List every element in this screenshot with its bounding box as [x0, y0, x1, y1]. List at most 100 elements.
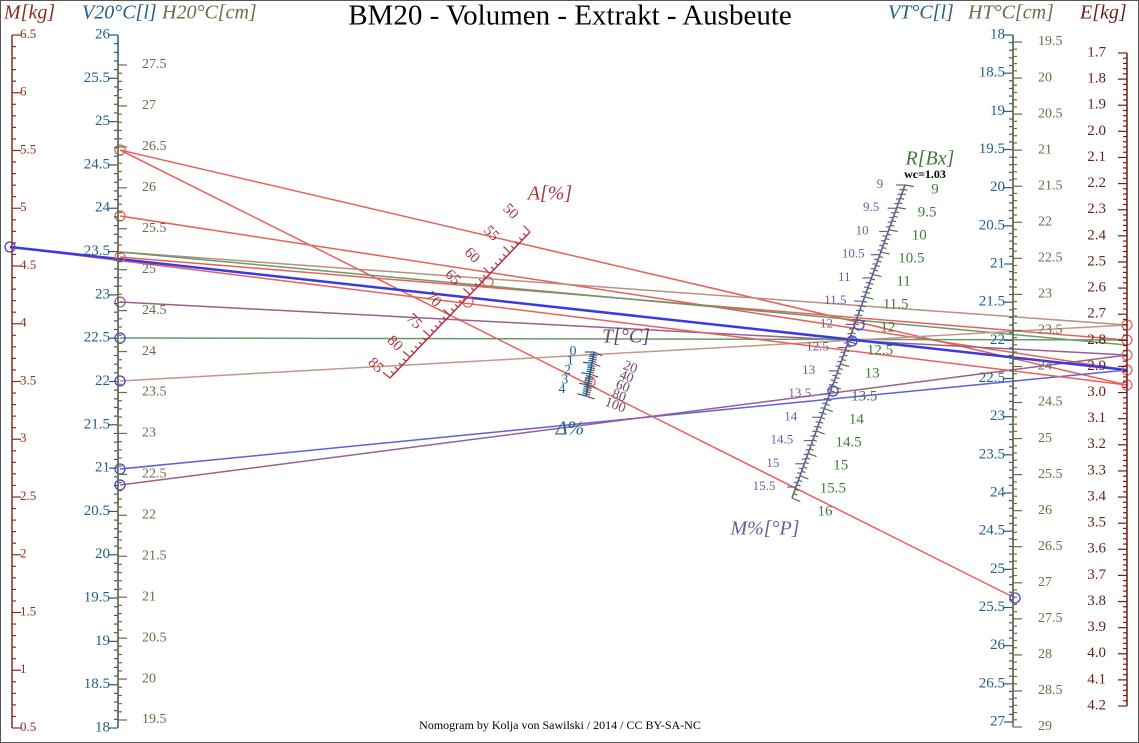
tick-label: 14: [849, 411, 865, 427]
solution-lines: [9, 149, 1128, 599]
tick-label: 25.5: [142, 221, 167, 236]
tick: [864, 296, 874, 300]
tick: [442, 316, 447, 321]
tick-label: 15.5: [820, 480, 846, 496]
tick-label: 27: [1038, 575, 1052, 590]
tick-label: 4.5: [20, 257, 36, 272]
tick: [856, 318, 866, 323]
line: [119, 301, 1128, 356]
tick: [582, 390, 587, 393]
tick-label: 4.1: [1087, 671, 1106, 687]
scale-name: V20°C[l]: [82, 2, 157, 24]
tick-label: 27: [142, 98, 156, 113]
tick-label: 2.1: [1087, 149, 1106, 165]
tick: [816, 430, 825, 435]
tick-label: 1: [20, 661, 27, 676]
tick-label: 24.5: [84, 156, 110, 172]
tick-label: 23: [95, 286, 110, 302]
tick-label: 100: [603, 395, 628, 416]
tick-label: 3.5: [1087, 515, 1106, 531]
tick: [498, 257, 503, 262]
tick: [585, 375, 590, 377]
tick: [807, 452, 817, 458]
tick-label: 21.5: [142, 548, 167, 563]
tick-label: 22: [1038, 214, 1052, 229]
footer: Nomogram by Kolja von Sawilski / 2014 / …: [419, 718, 701, 732]
tick-label: 27: [990, 713, 1006, 729]
tick-label: 21: [1038, 142, 1052, 157]
tick-label: 0.5: [20, 719, 36, 734]
tick-label: 2.5: [20, 488, 36, 503]
tick-label: 10: [856, 222, 869, 237]
tick: [840, 363, 850, 368]
tick: [794, 488, 800, 492]
tick-label: 19.5: [979, 141, 1005, 157]
tick-label: 3.8: [1087, 593, 1106, 609]
tick-label: 2.2: [1087, 175, 1106, 191]
tick: [414, 345, 419, 350]
marker: [1009, 592, 1021, 604]
tick: [888, 229, 898, 233]
scale-name: HT°C[cm]: [967, 2, 1054, 24]
tick: [582, 361, 593, 364]
tick-label: 24: [142, 344, 156, 359]
tick-label: 25.5: [84, 70, 110, 86]
tick-label: 5.5: [20, 141, 36, 156]
tick: [482, 274, 487, 279]
tick-label: 25: [990, 561, 1005, 577]
line: [119, 251, 1128, 346]
line: [119, 149, 1016, 599]
tick: [591, 362, 601, 368]
tick-label: 11.5: [824, 292, 846, 307]
tick: [824, 408, 833, 413]
tick-label: 5: [20, 199, 27, 214]
tick: [442, 308, 451, 316]
tick-label: 2.7: [1087, 306, 1106, 322]
title: BM20 - Volumen - Extrakt - Ausbeute: [348, 0, 792, 32]
tick: [470, 287, 475, 291]
tick-label: 12: [820, 315, 833, 330]
tick: [585, 377, 590, 379]
tick: [584, 381, 589, 384]
tick: [430, 329, 435, 333]
tick-label: 24: [1038, 359, 1052, 374]
tick-label: 11: [838, 269, 851, 284]
tick-label: 19.5: [1038, 34, 1063, 49]
tick-label: 22.5: [142, 467, 167, 482]
tick: [583, 385, 588, 388]
line: [9, 246, 1128, 386]
tick-label: 28: [1038, 647, 1052, 662]
line: [119, 354, 1128, 486]
tick-label: 22: [990, 332, 1005, 348]
tick-label: 15: [833, 457, 848, 473]
tick: [582, 392, 587, 395]
tick-label: 21.5: [84, 416, 110, 432]
scale-axis: [795, 184, 906, 488]
tick: [593, 351, 603, 357]
tick-label: 13: [865, 365, 880, 381]
tick-label: 25: [142, 262, 156, 277]
scale-name: VT°C[l]: [888, 2, 954, 24]
tick-label: 25: [1038, 431, 1052, 446]
tick-label: 18.5: [979, 65, 1005, 81]
tick-label: 21.5: [979, 294, 1005, 310]
tick: [522, 232, 527, 237]
tick-label: 6.5: [20, 26, 36, 41]
tick-label: 10.5: [898, 250, 924, 266]
tick-label: 10: [912, 227, 927, 243]
tick-label: 23.5: [1038, 323, 1063, 338]
marker: [846, 335, 858, 347]
tick-label: 26.5: [979, 675, 1005, 691]
tick-label: 3.6: [1087, 541, 1106, 557]
tick-label: 13.5: [788, 385, 811, 400]
tick-label: 1.8: [1087, 71, 1106, 87]
tick: [483, 267, 491, 275]
tick-label: 29: [1038, 719, 1052, 734]
tick: [402, 350, 411, 358]
tick-label: 18: [990, 26, 1005, 42]
tick-label: 13.5: [851, 388, 877, 404]
tick-label: 2.9: [1087, 358, 1106, 374]
tick-label: 27.5: [142, 57, 167, 72]
tick-label: 16: [818, 503, 834, 519]
